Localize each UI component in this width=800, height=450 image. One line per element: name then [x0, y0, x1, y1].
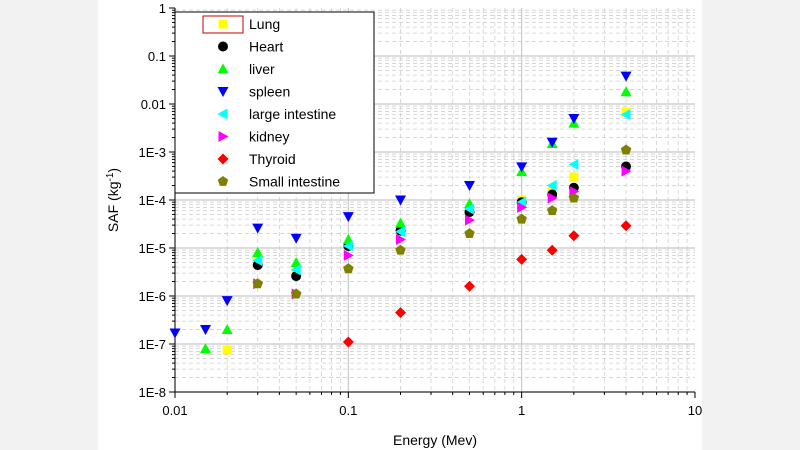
y-tick-label: 1E-5 — [139, 241, 166, 256]
data-point-large-intestine — [463, 203, 474, 215]
data-point-spleen — [463, 181, 475, 192]
y-tick-label: 1E-6 — [139, 289, 166, 304]
data-point-kidney — [343, 249, 354, 261]
data-point-large-intestine — [395, 226, 406, 238]
data-point-thyroid — [463, 280, 475, 292]
data-point-lung — [569, 172, 579, 182]
data-point-spleen — [395, 195, 407, 206]
data-point-thyroid — [342, 336, 354, 348]
y-tick-label: 1 — [159, 1, 166, 16]
data-point-kidney — [621, 165, 632, 177]
data-point-spleen — [290, 233, 302, 244]
y-axis-label: SAF (kg-1) — [105, 168, 121, 232]
data-point-small-intestine — [252, 278, 263, 289]
y-tick-label: 0.1 — [148, 49, 166, 64]
data-point-liver — [200, 343, 212, 354]
data-point-large-intestine — [546, 180, 557, 192]
data-point-thyroid — [395, 307, 407, 319]
data-point-kidney — [464, 214, 475, 226]
x-tick-label: 1 — [518, 403, 525, 418]
legend-marker — [217, 87, 229, 97]
data-point-thyroid — [620, 220, 632, 232]
y-tick-label: 1E-7 — [139, 337, 166, 352]
data-point-large-intestine — [252, 254, 263, 266]
legend-marker — [217, 176, 229, 186]
legend-marker — [217, 153, 229, 165]
data-point-kidney — [517, 201, 528, 213]
data-point-thyroid — [568, 230, 580, 242]
data-point-liver — [290, 256, 302, 267]
legend: Lung Heart liver spleen large intestine kidne… — [174, 11, 375, 194]
x-axis-label: Energy (Mev) — [393, 432, 477, 448]
data-point-thyroid — [516, 253, 528, 265]
data-point-small-intestine — [343, 263, 354, 274]
data-point-spleen — [546, 137, 558, 148]
data-point-liver — [252, 247, 264, 258]
legend-selection-box — [202, 15, 244, 34]
data-point-small-intestine — [620, 144, 632, 155]
data-point-large-intestine — [342, 240, 353, 252]
data-point-thyroid — [546, 244, 558, 256]
data-point-liver — [221, 324, 233, 335]
legend-marker — [218, 131, 229, 142]
legend-marker — [217, 108, 228, 120]
data-point-spleen — [568, 113, 580, 124]
data-point-spleen — [221, 296, 233, 307]
data-point-small-intestine — [464, 228, 475, 238]
data-points — [169, 71, 632, 355]
data-point-large-intestine — [568, 158, 579, 170]
data-point-spleen — [516, 162, 528, 173]
data-point-lung — [222, 345, 232, 355]
legend-label: kidney — [249, 129, 289, 145]
legend-label: Heart — [249, 39, 283, 55]
data-point-small-intestine — [290, 288, 302, 299]
x-tick-label: 0.1 — [339, 403, 357, 418]
y-tick-label: 1E-8 — [139, 385, 166, 400]
legend-box — [174, 11, 375, 194]
data-point-kidney — [396, 234, 407, 246]
data-point-liver — [620, 86, 632, 97]
legend-label: spleen — [249, 84, 290, 100]
data-point-spleen — [200, 325, 212, 336]
legend-marker — [218, 19, 228, 29]
y-tick-label: 1E-4 — [139, 193, 166, 208]
x-tick-label: 0.01 — [162, 403, 187, 418]
legend-label: liver — [249, 61, 275, 77]
data-point-spleen — [620, 71, 632, 82]
axes: 1 0.1 0.01 1E-3 1E-4 1E-5 1E-6 1E-7 1E-8 0.01 0.1 1… — [139, 1, 703, 418]
data-point-small-intestine — [516, 213, 527, 224]
data-point-liver — [395, 217, 407, 228]
data-point-small-intestine — [568, 192, 580, 203]
data-point-large-intestine — [516, 196, 527, 208]
data-point-spleen — [342, 212, 354, 223]
x-tick-label: 10 — [688, 403, 702, 418]
legend-label: Lung — [249, 16, 280, 32]
y-tick-label: 0.01 — [141, 97, 166, 112]
data-point-small-intestine — [547, 205, 558, 216]
data-point-kidney — [547, 192, 558, 204]
data-point-small-intestine — [395, 244, 406, 255]
legend-label: large intestine — [249, 106, 336, 122]
legend-marker — [217, 63, 229, 74]
data-point-spleen — [169, 328, 181, 339]
legend-label: Small intestine — [249, 174, 340, 190]
y-tick-label: 1E-3 — [139, 145, 166, 160]
legend-marker — [218, 41, 228, 52]
data-point-spleen — [252, 223, 264, 234]
data-point-large-intestine — [620, 109, 631, 121]
legend-label: Thyroid — [249, 151, 296, 167]
data-point-large-intestine — [290, 264, 301, 276]
